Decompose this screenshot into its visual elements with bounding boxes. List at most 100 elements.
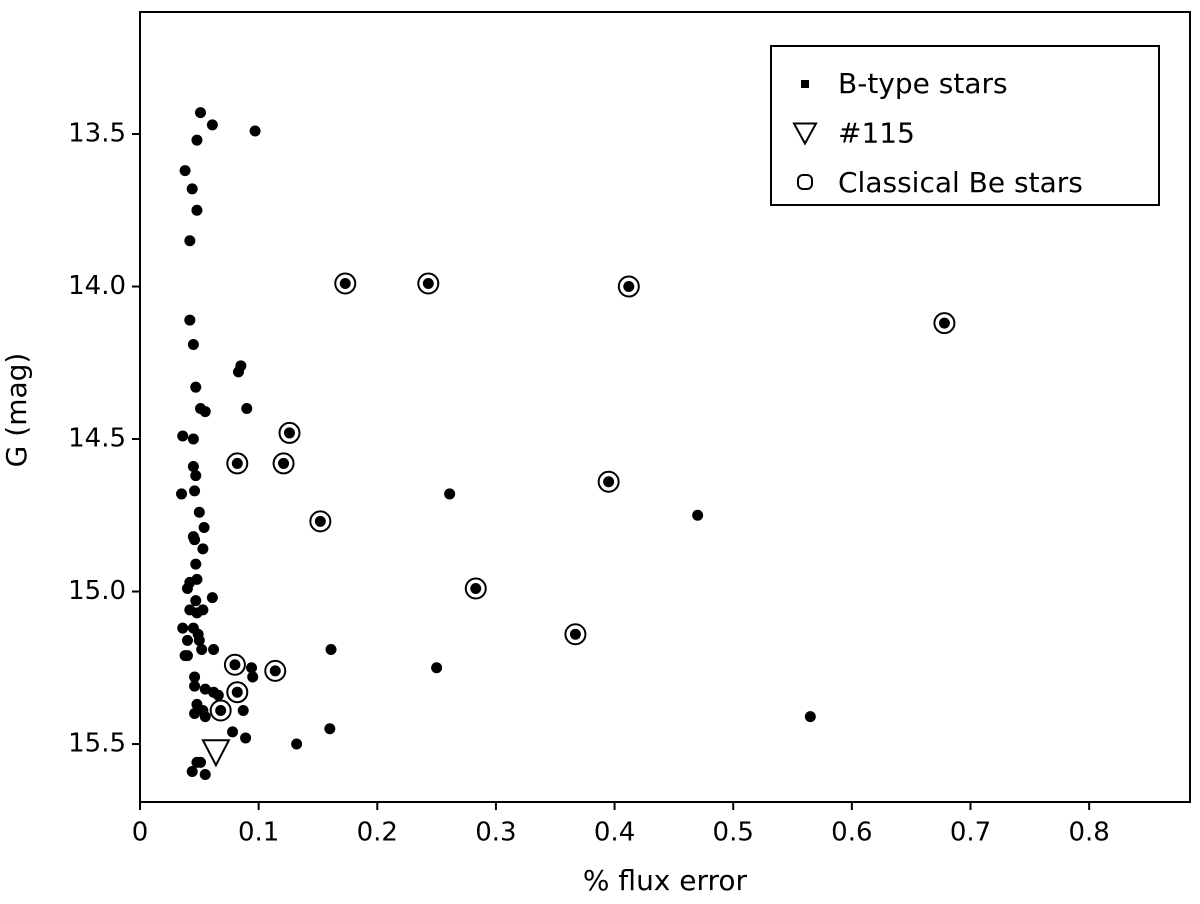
b-star-point [177,430,189,442]
be-star-ring [564,623,587,646]
be-star-ring [226,681,249,704]
be-star-point [417,272,440,295]
be-star-ring [309,510,332,533]
b-star-point [189,671,201,683]
be-star-dot [623,281,635,293]
b-star-point [692,509,704,521]
y-tick-label: 13.5 [68,119,126,149]
be-star-ring [223,653,246,676]
b-star-point [195,107,207,119]
be-star-ring [226,452,249,475]
be-star-dot [339,277,351,289]
legend-label: Classical Be stars [838,166,1083,199]
be-star-ring [264,659,287,682]
be-star-point [334,272,357,295]
x-tick-label: 0.4 [594,818,635,848]
plot-frame [139,11,1191,803]
y-tick-label: 14.5 [68,424,126,454]
be-star-point [209,699,232,722]
b-star-point [193,506,205,518]
x-tick-label: 0.8 [1068,818,1109,848]
be-star-dot [229,659,241,671]
legend: B-type stars #115 Classical Be stars [770,45,1160,206]
b-star-point [177,622,189,634]
b-star-point [197,543,209,555]
b-star-point [237,704,249,716]
be-star-dot [938,317,950,329]
x-tick-label: 0.7 [950,818,991,848]
be-star-point [278,421,301,444]
b-star-point [291,738,303,750]
x-tick-label: 0 [132,818,149,848]
b-star-point [190,470,202,482]
y-tick-label: 15.5 [68,729,126,759]
b-star-point [199,406,211,418]
x-tick-label: 0.3 [475,818,516,848]
be-star-dot [603,476,615,488]
y-axis-label: G (mag) [0,353,33,468]
be-star-point [933,312,956,335]
be-star-dot [422,277,434,289]
be-star-dot [569,628,581,640]
be-star-point [564,623,587,646]
b-star-point [176,488,188,500]
b-star-point [193,634,205,646]
be-star-dot [231,686,243,698]
b-star-point [199,711,211,723]
be-star-dot [314,515,326,527]
b-star-point [206,119,218,131]
be-star-point [617,275,640,298]
b-star-point [186,183,198,195]
be-star-dot [269,665,281,677]
triangle-point [201,739,231,768]
b-star-point [444,488,456,500]
b-star-point [199,683,211,695]
b-star-point [240,732,252,744]
be-star-ring [464,577,487,600]
x-axis-label: % flux error [583,864,748,897]
be-star-ring [597,470,620,493]
be-star-dot [470,582,482,594]
be-star-point [223,653,246,676]
b-star-point [189,534,201,546]
b-star-point [179,165,191,177]
b-star-point [198,521,210,533]
x-tick-label: 0.5 [713,818,754,848]
be-star-ring [933,312,956,335]
b-star-point [208,643,220,655]
b-star-point [232,366,244,378]
b-star-point [241,403,253,415]
be-star-dot [283,427,295,439]
be-star-ring [334,272,357,295]
b-star-point [227,726,239,738]
b-star-point [189,680,201,692]
be-star-point [226,681,249,704]
be-star-ring [617,275,640,298]
b-star-point [187,433,199,445]
x-tick-label: 0.6 [831,818,872,848]
legend-box [770,45,1160,206]
be-star-ring [417,272,440,295]
b-star-point [187,338,199,350]
b-star-point [181,582,193,594]
legend-marker [792,122,818,146]
be-star-dot [215,704,227,716]
b-star-point [431,662,443,674]
b-star-point [197,604,209,616]
be-star-point [264,659,287,682]
b-star-point [247,671,259,683]
legend-marker [801,80,809,88]
b-star-point [189,708,201,720]
legend-label: #115 [838,117,915,150]
b-star-point [191,204,203,216]
b-star-point [199,769,211,781]
b-star-point [191,134,203,146]
be-star-point [272,452,295,475]
be-star-point [309,510,332,533]
b-star-point [181,634,193,646]
b-star-point [324,723,336,735]
be-star-ring [209,699,232,722]
legend-label: B-type stars [838,67,1008,100]
